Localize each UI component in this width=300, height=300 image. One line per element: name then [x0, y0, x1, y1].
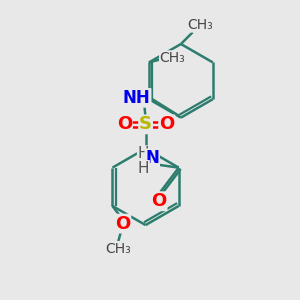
Text: O: O: [117, 116, 132, 134]
Text: O: O: [159, 116, 174, 134]
Text: CH₃: CH₃: [105, 242, 131, 256]
Text: O: O: [152, 192, 166, 210]
Text: O: O: [115, 214, 130, 232]
Text: CH₃: CH₃: [160, 51, 185, 65]
Text: N: N: [145, 149, 159, 167]
Text: CH₃: CH₃: [187, 18, 213, 32]
Text: H: H: [138, 146, 149, 161]
Text: NH: NH: [123, 89, 151, 107]
Text: S: S: [139, 116, 152, 134]
Text: H: H: [138, 161, 149, 176]
